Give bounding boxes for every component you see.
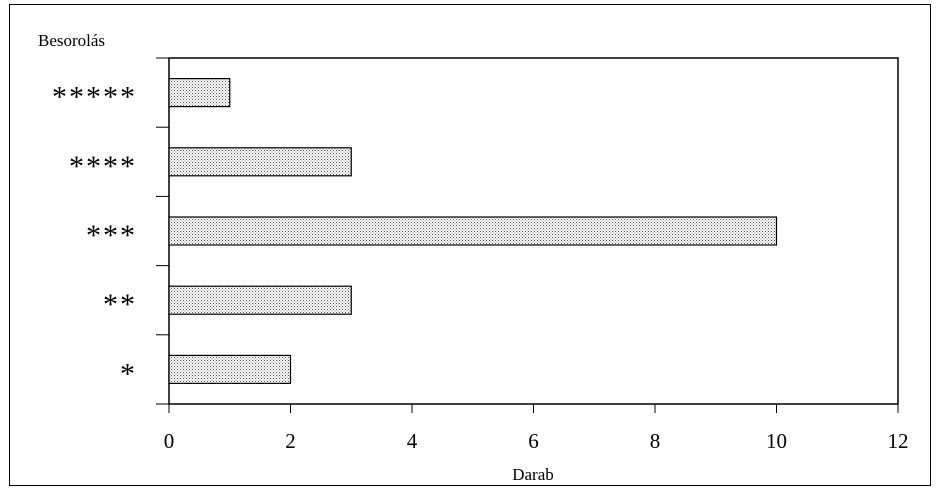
x-tick-label: 2 xyxy=(285,429,296,453)
y-tick-label: * xyxy=(120,357,137,390)
bar xyxy=(168,285,352,315)
bar xyxy=(168,354,292,384)
y-tick-label: **** xyxy=(69,150,137,183)
y-tick-label: *** xyxy=(86,219,137,252)
y-axis-label: Besorolás xyxy=(38,31,105,50)
x-tick-label: 4 xyxy=(407,429,418,453)
y-tick-label: ***** xyxy=(52,81,137,114)
x-axis-label: Darab xyxy=(512,465,554,484)
x-tick-label: 0 xyxy=(164,429,175,453)
bar xyxy=(168,77,231,108)
x-tick-label: 6 xyxy=(528,429,539,453)
x-tick-label: 8 xyxy=(650,429,661,453)
x-tick-label: 10 xyxy=(766,429,787,453)
bar xyxy=(168,216,778,246)
y-tick-label: ** xyxy=(103,288,137,321)
bar xyxy=(168,147,352,177)
x-tick-label: 12 xyxy=(888,429,909,453)
